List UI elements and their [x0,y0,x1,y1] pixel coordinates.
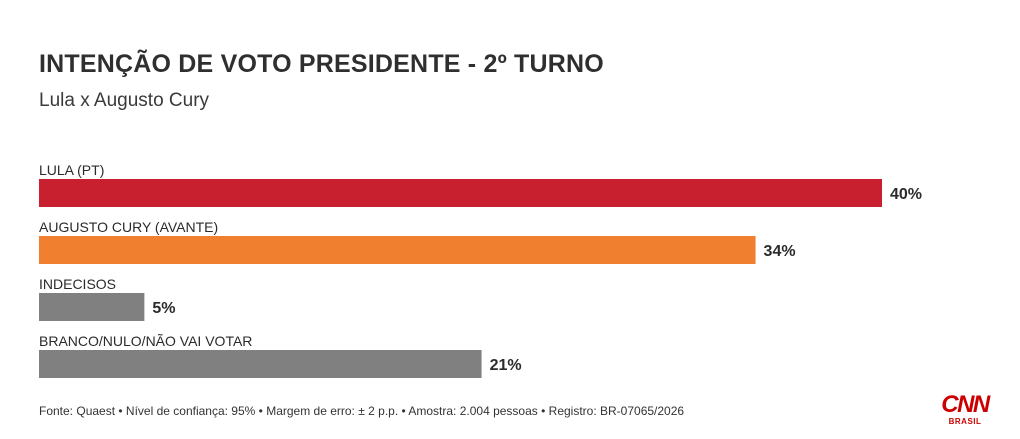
cnn-logo-subtitle: BRASIL [948,417,982,426]
bar [39,293,145,321]
bar-value-label: 5% [152,300,175,317]
cnn-brasil-logo: CNN BRASIL [940,391,990,427]
bar-chart: LULA (PT) 40% AUGUSTO CURY (AVANTE) 34% INDE… [39,162,922,378]
chart-title: INTENÇÃO DE VOTO PRESIDENTE - 2º TURNO [39,50,604,78]
bar [39,236,756,264]
bar [39,350,482,378]
bar-value-label: 40% [890,186,922,203]
chart-subtitle: Lula x Augusto Cury [39,90,210,111]
bar-value-label: 34% [764,243,796,260]
cnn-logo-mark: CNN [941,391,990,418]
bar-category-label: LULA (PT) [39,162,104,178]
bar-category-label: INDECISOS [39,276,116,292]
bar-category-label: BRANCO/NULO/NÃO VAI VOTAR [39,333,252,349]
bar [39,179,882,207]
source-footnote: Fonte: Quaest • Nível de confiança: 95% … [39,404,685,418]
bar-value-label: 21% [490,357,522,374]
bar-category-label: AUGUSTO CURY (AVANTE) [39,219,218,235]
